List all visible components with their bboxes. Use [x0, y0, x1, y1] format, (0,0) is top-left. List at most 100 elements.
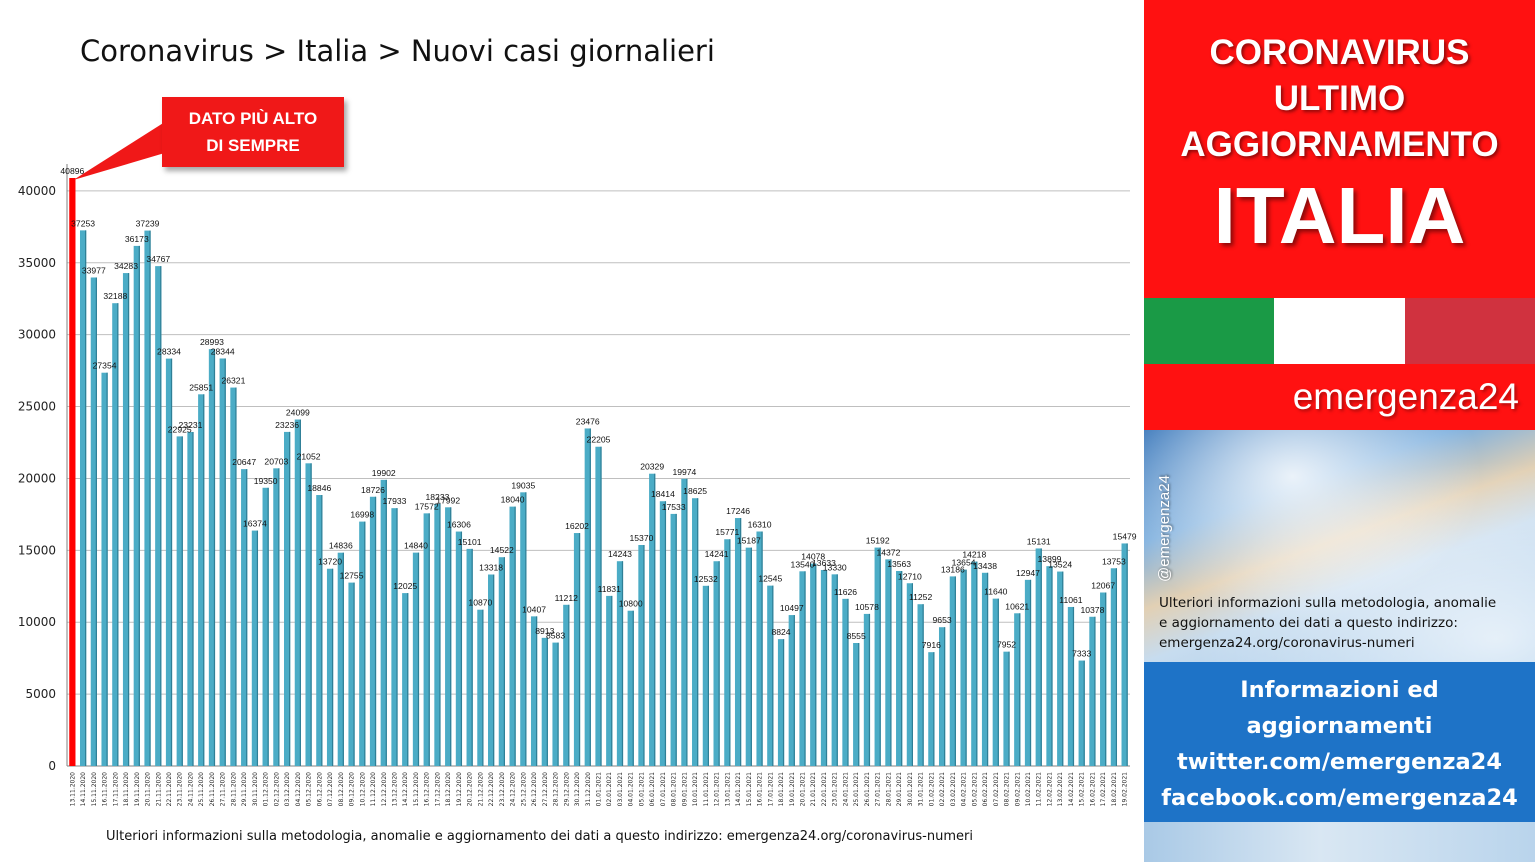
data-label: 13438: [973, 561, 997, 571]
bar: [337, 552, 344, 766]
bar-shade: [299, 419, 301, 766]
x-tick-label: 23.01.2021: [832, 772, 839, 807]
x-tick-label: 12.02.2021: [1046, 772, 1053, 807]
data-label: 13753: [1102, 556, 1126, 566]
data-label: 7916: [922, 640, 941, 650]
bar-shade: [396, 508, 398, 766]
bar: [928, 652, 935, 766]
data-label: 13899: [1038, 554, 1062, 564]
bar: [445, 507, 452, 766]
bar: [713, 561, 720, 766]
bar-shade: [546, 637, 548, 766]
info-line[interactable]: emergenza24.org/coronavirus-numeri: [1159, 635, 1415, 651]
bar: [165, 358, 173, 766]
data-labels: 40896 37253 33977 27354 32188 34283 36173 37239…: [60, 166, 1136, 659]
bar-shade: [675, 513, 677, 766]
x-tick-label: 12.12.2020: [381, 772, 388, 807]
data-label: 12067: [1091, 581, 1115, 591]
data-label: 8583: [546, 631, 565, 641]
data-label: 13563: [887, 559, 911, 569]
bar-shade: [1029, 579, 1032, 766]
x-tick-label: 27.11.2020: [220, 772, 227, 807]
bar-shade: [321, 495, 323, 766]
x-tick-label: 08.02.2021: [1004, 772, 1011, 807]
bar-shade: [621, 561, 624, 766]
bar-shade: [95, 277, 97, 766]
flag-band-red: [1404, 298, 1535, 364]
bar: [917, 604, 924, 766]
x-axis-ticks: 13.11.2020 14.11.2020 15.11.2020 16.11.2020…: [69, 772, 1128, 807]
bar-shade: [364, 521, 366, 766]
data-label: 13524: [1048, 560, 1072, 570]
bar-shade: [482, 609, 484, 766]
data-label: 7952: [997, 640, 1016, 650]
facebook-link[interactable]: facebook.com/emergenza24: [1161, 785, 1518, 811]
header-line: AGGIORNAMENTO: [1180, 125, 1499, 164]
header-line: CORONAVIRUS: [1209, 33, 1470, 72]
x-tick-label: 23.12.2020: [499, 772, 506, 807]
x-tick-label: 16.01.2021: [757, 772, 764, 807]
x-tick-label: 11.12.2020: [370, 772, 377, 807]
social-line: Informazioni ed: [1240, 677, 1439, 703]
bar: [530, 616, 538, 766]
bar-shade: [729, 539, 731, 766]
bar-shade: [879, 547, 881, 766]
bar-shade: [117, 303, 119, 766]
data-label: 14241: [705, 549, 729, 559]
bar: [853, 642, 860, 766]
x-tick-label: 28.11.2020: [230, 772, 237, 807]
bar: [724, 539, 731, 766]
bar: [241, 469, 248, 766]
bar: [380, 479, 387, 766]
y-tick-label: 15000: [18, 543, 56, 557]
bar: [638, 545, 645, 766]
bar-shade: [954, 576, 956, 766]
bar: [627, 610, 634, 766]
x-tick-label: 11.02.2021: [1036, 772, 1043, 807]
x-tick-label: 15.01.2021: [746, 772, 753, 807]
bars: [69, 178, 1128, 767]
bar: [144, 230, 151, 767]
x-tick-label: 17.02.2021: [1100, 772, 1107, 807]
data-label: 18040: [501, 495, 525, 505]
data-label: 18414: [651, 489, 675, 499]
data-label: 10578: [855, 602, 879, 612]
bar-shade: [825, 569, 828, 766]
bar: [799, 571, 806, 766]
x-tick-label: 05.12.2020: [306, 772, 313, 807]
bar: [788, 615, 795, 766]
data-label: 14218: [962, 550, 986, 560]
x-tick-label: 13.12.2020: [391, 772, 398, 807]
x-tick-label: 25.01.2021: [853, 772, 860, 807]
x-tick-label: 24.01.2021: [842, 772, 849, 807]
x-tick-label: 01.01.2021: [596, 772, 603, 807]
data-label: 13633: [812, 558, 836, 568]
bar-shade: [836, 574, 838, 766]
data-label: 40896: [60, 166, 84, 176]
bar: [1024, 579, 1032, 766]
data-label: 20329: [640, 462, 664, 472]
y-tick-label: 5000: [25, 687, 56, 701]
data-label: 11626: [834, 587, 857, 597]
bar: [938, 627, 946, 766]
bar-shade: [160, 266, 162, 766]
x-tick-label: 14.11.2020: [80, 772, 87, 807]
bar-shade: [170, 358, 173, 766]
x-tick-label: 29.11.2020: [241, 772, 248, 807]
data-label: 15771: [715, 527, 739, 537]
twitter-link[interactable]: twitter.com/emergenza24: [1177, 749, 1502, 775]
bar-shade: [85, 230, 87, 767]
bar-shade: [986, 572, 989, 766]
bar: [262, 487, 269, 766]
x-tick-label: 06.12.2020: [316, 772, 323, 807]
x-tick-label: 10.02.2021: [1025, 772, 1032, 807]
bar-record: [69, 178, 76, 766]
data-label: 12710: [898, 571, 922, 581]
bar: [1003, 651, 1010, 766]
data-label: 10497: [780, 603, 804, 613]
info-box: @emergenza24 Ulteriori informazioni sull…: [1144, 430, 1535, 662]
bar: [412, 552, 420, 766]
bar: [896, 570, 903, 766]
bar-shade: [256, 530, 259, 766]
data-label: 19974: [672, 467, 696, 477]
